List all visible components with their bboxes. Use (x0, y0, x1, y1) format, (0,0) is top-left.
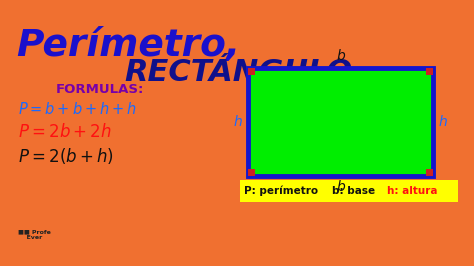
Bar (426, 169, 433, 176)
Bar (426, 68, 433, 75)
Text: Perímetro,: Perímetro, (16, 28, 240, 64)
Text: h: altura: h: altura (387, 186, 438, 196)
Bar (248, 68, 433, 176)
Text: P: perímetro: P: perímetro (244, 186, 318, 196)
Text: b: b (336, 180, 345, 194)
Text: FORMULAS:: FORMULAS: (56, 83, 145, 96)
Bar (248, 169, 255, 176)
Text: b: b (336, 49, 345, 63)
Text: $P = 2b + 2h$: $P = 2b + 2h$ (18, 123, 112, 141)
Text: ■■ Profe
    Ever: ■■ Profe Ever (18, 229, 51, 240)
Text: b: base: b: base (332, 186, 375, 196)
Text: h: h (439, 115, 448, 129)
Bar (240, 180, 458, 202)
Bar (248, 68, 255, 75)
Text: $P = 2(b + h)$: $P = 2(b + h)$ (18, 146, 114, 166)
Text: h: h (233, 115, 242, 129)
Text: RECTÁNGULO: RECTÁNGULO (124, 58, 352, 87)
Text: $P = b + b + h + h$: $P = b + b + h + h$ (18, 101, 137, 117)
